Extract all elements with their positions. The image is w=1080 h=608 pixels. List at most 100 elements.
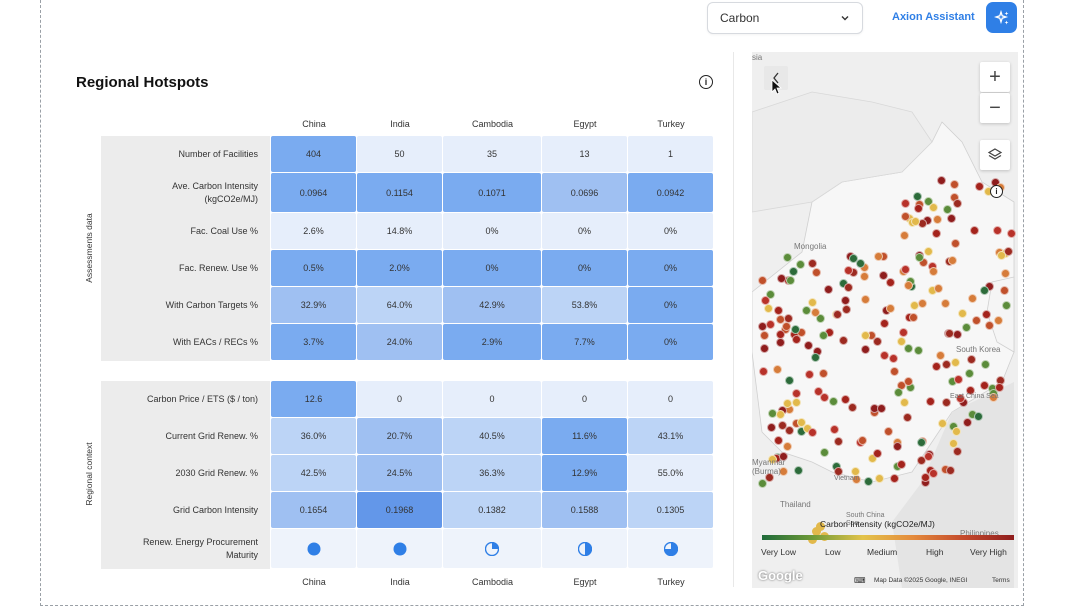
facility-dot[interactable] (801, 306, 811, 316)
facility-dot[interactable] (811, 352, 821, 362)
facility-dot[interactable] (934, 284, 944, 293)
facility-dot[interactable] (929, 469, 939, 479)
facility-dot[interactable] (782, 322, 792, 332)
facility-dot[interactable] (807, 427, 817, 437)
facility-dot[interactable] (901, 265, 911, 275)
facility-dot[interactable] (952, 198, 962, 208)
facility-dot[interactable] (897, 336, 907, 346)
facility-dot[interactable] (947, 255, 957, 265)
facility-dot[interactable] (838, 336, 848, 346)
facility-dot[interactable] (974, 412, 984, 422)
facility-dot[interactable] (819, 330, 829, 340)
facility-dot[interactable] (757, 479, 767, 489)
facility-dot[interactable] (758, 322, 768, 332)
facility-dot[interactable] (844, 282, 854, 292)
facility-dot[interactable] (974, 181, 984, 191)
facility-dot[interactable] (824, 284, 834, 294)
facility-dot[interactable] (833, 467, 843, 477)
facility-dot[interactable] (777, 273, 787, 283)
facility-dot[interactable] (793, 466, 803, 476)
facility-dot[interactable] (861, 345, 871, 355)
facility-dot[interactable] (849, 254, 859, 264)
facility-dot[interactable] (758, 275, 768, 285)
facility-dot[interactable] (963, 417, 973, 427)
facility-dot[interactable] (819, 448, 829, 458)
facility-dot[interactable] (915, 253, 925, 263)
facility-dot[interactable] (792, 335, 802, 345)
facility-dot[interactable] (816, 522, 825, 531)
facility-dot[interactable] (999, 286, 1009, 296)
facility-dot[interactable] (792, 388, 802, 398)
facility-dot[interactable] (828, 397, 838, 407)
facility-dot[interactable] (902, 412, 912, 422)
facility-dot[interactable] (952, 329, 962, 339)
facility-dot[interactable] (1000, 269, 1010, 279)
facility-dot[interactable] (966, 355, 976, 365)
facility-dot[interactable] (951, 238, 961, 248)
facility-dot[interactable] (776, 330, 786, 340)
facility-dot[interactable] (941, 360, 951, 370)
facility-dot[interactable] (950, 358, 960, 368)
facility-dot[interactable] (764, 303, 774, 313)
facility-dot[interactable] (872, 449, 882, 459)
facility-dot[interactable] (969, 225, 979, 235)
facility-dot[interactable] (767, 423, 777, 433)
facility-dot[interactable] (778, 451, 788, 461)
facility-dot[interactable] (775, 409, 785, 419)
facility-dot[interactable] (971, 316, 981, 326)
facility-dot[interactable] (786, 276, 796, 286)
facility-dot[interactable] (807, 259, 817, 268)
facility-dot[interactable] (765, 320, 775, 330)
facility-dot[interactable] (903, 280, 913, 290)
info-icon[interactable]: i (699, 75, 713, 89)
facility-dot[interactable] (804, 340, 814, 350)
facility-dot[interactable] (890, 473, 900, 483)
facility-dot[interactable] (932, 228, 942, 238)
facility-dot[interactable] (892, 441, 902, 451)
facility-dot[interactable] (796, 418, 806, 428)
facility-dot[interactable] (997, 251, 1007, 260)
facility-dot[interactable] (860, 271, 870, 281)
facility-dot[interactable] (850, 467, 860, 477)
facility-dot[interactable] (783, 442, 793, 452)
facility-dot[interactable] (815, 313, 825, 323)
facility-dot[interactable] (982, 309, 992, 319)
facility-dot[interactable] (894, 388, 904, 398)
facility-dot[interactable] (937, 419, 947, 429)
facility-dot[interactable] (919, 257, 929, 267)
facility-dot[interactable] (812, 527, 821, 536)
facility-dot[interactable] (924, 246, 934, 256)
facility-dot[interactable] (924, 196, 934, 206)
facility-dot[interactable] (876, 404, 886, 414)
facility-dot[interactable] (913, 192, 923, 202)
facility-dot[interactable] (926, 397, 936, 407)
metric-select[interactable]: Carbon (707, 2, 863, 34)
facility-dot[interactable] (929, 202, 939, 212)
facility-dot[interactable] (879, 318, 889, 328)
facility-dot[interactable] (924, 451, 934, 461)
facility-dot[interactable] (857, 435, 867, 445)
facility-dot[interactable] (956, 393, 966, 403)
facility-dot[interactable] (989, 393, 999, 403)
facility-dot[interactable] (833, 309, 843, 319)
facility-dot[interactable] (979, 381, 989, 391)
facility-dot[interactable] (765, 290, 775, 300)
assistant-link[interactable]: Axion Assistant (892, 11, 975, 23)
facility-dot[interactable] (916, 437, 926, 447)
facility-dot[interactable] (916, 455, 926, 465)
facility-dot[interactable] (933, 214, 943, 224)
facility-dot[interactable] (761, 296, 771, 306)
facility-dot[interactable] (775, 315, 785, 325)
facility-dot[interactable] (946, 214, 956, 224)
facility-dot[interactable] (848, 402, 858, 412)
facility-dot[interactable] (940, 298, 950, 308)
facility-dot[interactable] (952, 426, 962, 436)
facility-dot[interactable] (888, 354, 898, 364)
facility-dot[interactable] (878, 270, 888, 280)
facility-dot[interactable] (843, 265, 853, 275)
facility-dot[interactable] (795, 260, 805, 270)
facility-dot[interactable] (896, 460, 906, 470)
facility-dot[interactable] (965, 386, 975, 396)
facility-dot[interactable] (811, 268, 821, 278)
facility-dot[interactable] (948, 439, 958, 449)
